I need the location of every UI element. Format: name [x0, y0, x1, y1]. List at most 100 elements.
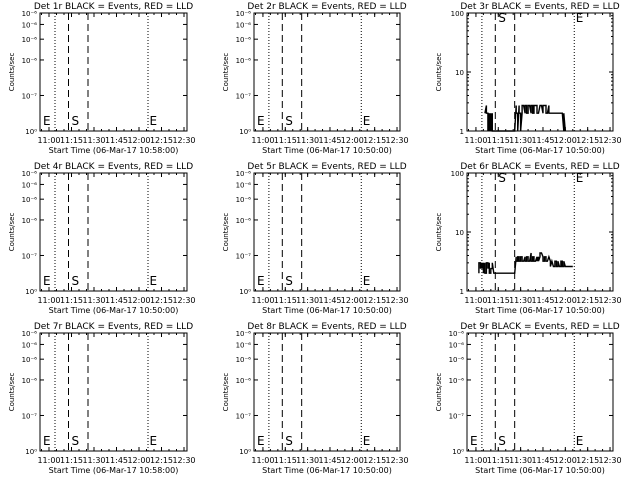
- x-tick-label: 11:30: [509, 296, 532, 305]
- y-tick-label: 10⁻⁶: [236, 170, 252, 178]
- x-tick-label: 11:30: [296, 296, 319, 305]
- marker-s: S: [285, 434, 293, 448]
- x-tick-label: 12:15: [150, 296, 173, 305]
- x-tick-label: 12:15: [363, 136, 386, 145]
- series-line-events: [484, 104, 566, 132]
- y-tick-label: 10⁻⁶: [22, 10, 38, 18]
- x-tick-label: 11:45: [105, 136, 128, 145]
- x-tick-label: 11:00: [464, 296, 487, 305]
- detector-panel-5: Det 5r BLACK = Events, RED = LLD10⁻⁶10⁻⁶…: [222, 162, 409, 315]
- detector-panel-4: Det 4r BLACK = Events, RED = LLD10⁻⁶10⁻⁶…: [8, 162, 196, 315]
- y-tick-label: 100: [451, 10, 464, 18]
- marker-e: E: [150, 434, 158, 448]
- x-tick-label: 12:30: [385, 136, 408, 145]
- y-tick-label: 10: [455, 229, 464, 237]
- y-tick-label: 10⁰: [239, 448, 251, 456]
- marker-e: E: [576, 171, 584, 185]
- marker-e: E: [150, 274, 158, 288]
- y-tick-label: 10⁻⁶: [236, 217, 252, 225]
- y-tick-label: 10⁻⁷: [236, 252, 252, 260]
- y-axis-label: Counts/sec: [435, 53, 443, 92]
- x-axis-label: Start Time (06-Mar-17 10:58:00): [49, 146, 179, 155]
- marker-s: S: [498, 171, 506, 185]
- plot-frame: [253, 332, 401, 452]
- y-tick-label: 10⁻⁶: [22, 217, 38, 225]
- plot-frame: [253, 12, 401, 132]
- x-tick-label: 12:00: [554, 456, 577, 465]
- marker-e: E: [43, 274, 51, 288]
- x-tick-label: 12:15: [576, 456, 599, 465]
- y-tick-label: 1: [460, 288, 464, 296]
- marker-e: E: [257, 274, 265, 288]
- y-tick-label: 10⁻⁷: [236, 412, 252, 420]
- marker-e: E: [257, 434, 265, 448]
- y-tick-label: 10⁻⁶: [236, 36, 252, 44]
- detector-panel-6: Det 6r BLACK = Events, RED = LLD10010111…: [435, 162, 622, 315]
- x-axis-label: Start Time (06-Mar-17 10:50:00): [262, 146, 392, 155]
- x-tick-label: 11:45: [318, 296, 341, 305]
- x-tick-label: 12:30: [598, 456, 621, 465]
- x-tick-label: 11:45: [105, 456, 128, 465]
- y-tick-label: 10⁰: [452, 448, 464, 456]
- detector-panel-3: Det 3r BLACK = Events, RED = LLD10010111…: [435, 2, 622, 155]
- y-tick-label: 10⁻⁶: [22, 36, 38, 44]
- y-tick-label: 10⁻⁷: [449, 412, 465, 420]
- y-tick-label: 10⁻⁶: [236, 10, 252, 18]
- y-tick-label: 10⁻⁶: [449, 356, 465, 364]
- x-tick-label: 11:00: [251, 456, 274, 465]
- x-tick-label: 11:00: [464, 136, 487, 145]
- x-tick-label: 11:00: [37, 456, 60, 465]
- x-tick-label: 11:15: [274, 296, 297, 305]
- x-axis-label: Start Time (06-Mar-17 10:50:00): [475, 466, 605, 475]
- x-tick-label: 12:30: [172, 296, 195, 305]
- y-axis-label: Counts/sec: [435, 373, 443, 412]
- marker-s: S: [72, 114, 80, 128]
- marker-e: E: [257, 114, 265, 128]
- x-tick-label: 12:30: [598, 136, 621, 145]
- series-line-events: [478, 252, 573, 274]
- y-tick-label: 10⁻⁷: [22, 92, 38, 100]
- x-tick-label: 12:15: [576, 136, 599, 145]
- panel-title: Det 5r BLACK = Events, RED = LLD: [247, 162, 406, 172]
- y-tick-label: 10⁻⁶: [449, 341, 465, 349]
- x-tick-label: 11:30: [509, 136, 532, 145]
- marker-e: E: [150, 114, 158, 128]
- x-axis-label: Start Time (06-Mar-17 10:50:00): [262, 466, 392, 475]
- x-tick-label: 11:00: [37, 136, 60, 145]
- y-tick-label: 10⁰: [239, 288, 251, 296]
- x-tick-label: 11:30: [296, 136, 319, 145]
- x-axis-label: Start Time (06-Mar-17 10:50:00): [262, 306, 392, 315]
- panel-title: Det 8r BLACK = Events, RED = LLD: [247, 322, 406, 332]
- y-tick-label: 10⁻⁶: [236, 196, 252, 204]
- marker-s: S: [498, 11, 506, 25]
- plot-frame: [253, 172, 401, 292]
- x-tick-label: 11:30: [82, 296, 105, 305]
- marker-s: S: [285, 274, 293, 288]
- y-tick-label: 10: [455, 69, 464, 77]
- marker-s: S: [72, 434, 80, 448]
- marker-s: S: [498, 434, 506, 448]
- y-axis-label: Counts/sec: [222, 53, 230, 92]
- y-tick-label: 10⁻⁶: [22, 196, 38, 204]
- x-tick-label: 11:30: [296, 456, 319, 465]
- y-tick-label: 10⁻⁶: [236, 341, 252, 349]
- plot-frame: [39, 332, 188, 452]
- y-tick-label: 10⁻⁶: [22, 330, 38, 338]
- x-tick-label: 11:15: [60, 296, 83, 305]
- x-tick-label: 11:15: [274, 136, 297, 145]
- x-tick-label: 11:45: [531, 296, 554, 305]
- panel-title: Det 9r BLACK = Events, RED = LLD: [460, 322, 619, 332]
- panel-title: Det 3r BLACK = Events, RED = LLD: [460, 2, 619, 12]
- marker-e: E: [363, 114, 371, 128]
- x-tick-label: 11:15: [274, 456, 297, 465]
- x-axis-label: Start Time (06-Mar-17 10:50:00): [475, 146, 605, 155]
- marker-e: E: [576, 434, 584, 448]
- y-tick-label: 10⁻⁶: [22, 377, 38, 385]
- y-axis-label: Counts/sec: [222, 373, 230, 412]
- y-axis-label: Counts/sec: [8, 373, 16, 412]
- x-axis-label: Start Time (06-Mar-17 10:58:00): [49, 466, 179, 475]
- plot-frame: [466, 332, 614, 452]
- x-tick-label: 11:15: [487, 136, 510, 145]
- y-tick-label: 10⁰: [25, 448, 37, 456]
- x-tick-label: 11:45: [531, 456, 554, 465]
